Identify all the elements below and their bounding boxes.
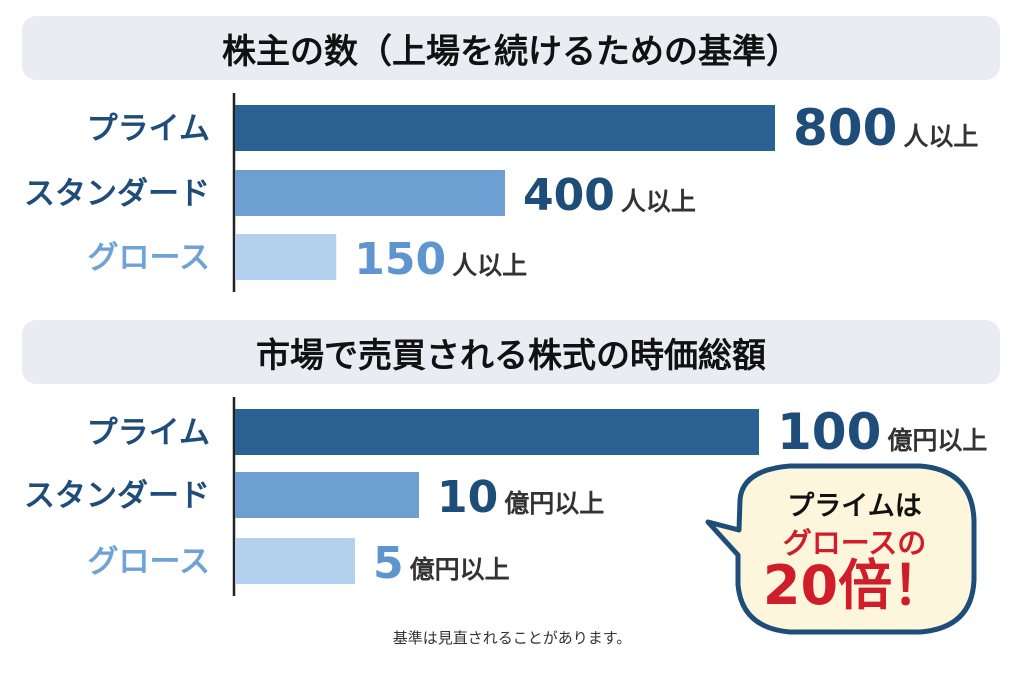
chart-1-bar-standard <box>235 170 505 216</box>
chart-title-market-cap: 市場で売買される株式の時価総額 <box>22 320 1000 384</box>
chart-1-bar-growth <box>235 234 337 280</box>
chart-2-category-standard: スタンダード <box>24 478 210 514</box>
callout-line-1: プライムは <box>787 491 922 522</box>
chart-2-bar-standard <box>235 472 419 518</box>
chart-1-value-growth: 150 人以上 <box>354 234 527 285</box>
chart-title-shareholders: 株主の数（上場を続けるための基準） <box>22 16 1000 80</box>
callout-bubble-shape <box>705 463 977 635</box>
chart-2-bar-growth <box>235 538 355 584</box>
chart-2-category-prime: プライム <box>87 415 210 451</box>
footnote: 基準は見直されることがあります。 <box>392 629 632 647</box>
chart-2-value-prime: 100 億円以上 <box>777 403 987 461</box>
callout-line-3: 20倍！ <box>762 554 947 617</box>
chart-1-category-standard: スタンダード <box>24 176 210 212</box>
chart-2-bar-prime <box>235 409 759 455</box>
chart-1-category-prime: プライム <box>87 111 210 147</box>
callout-bubble <box>705 463 977 635</box>
chart-1-bar-prime <box>235 105 775 151</box>
callout-line-2: グロースの <box>782 526 927 560</box>
chart-2-category-growth: グロース <box>88 544 210 580</box>
chart-1-category-growth: グロース <box>88 240 210 276</box>
chart-2-value-growth: 5 億円以上 <box>373 538 510 589</box>
chart-2-value-standard: 10 億円以上 <box>437 472 604 523</box>
chart-1-value-prime: 800 人以上 <box>793 99 978 157</box>
chart-1-value-standard: 400 人以上 <box>523 170 696 221</box>
